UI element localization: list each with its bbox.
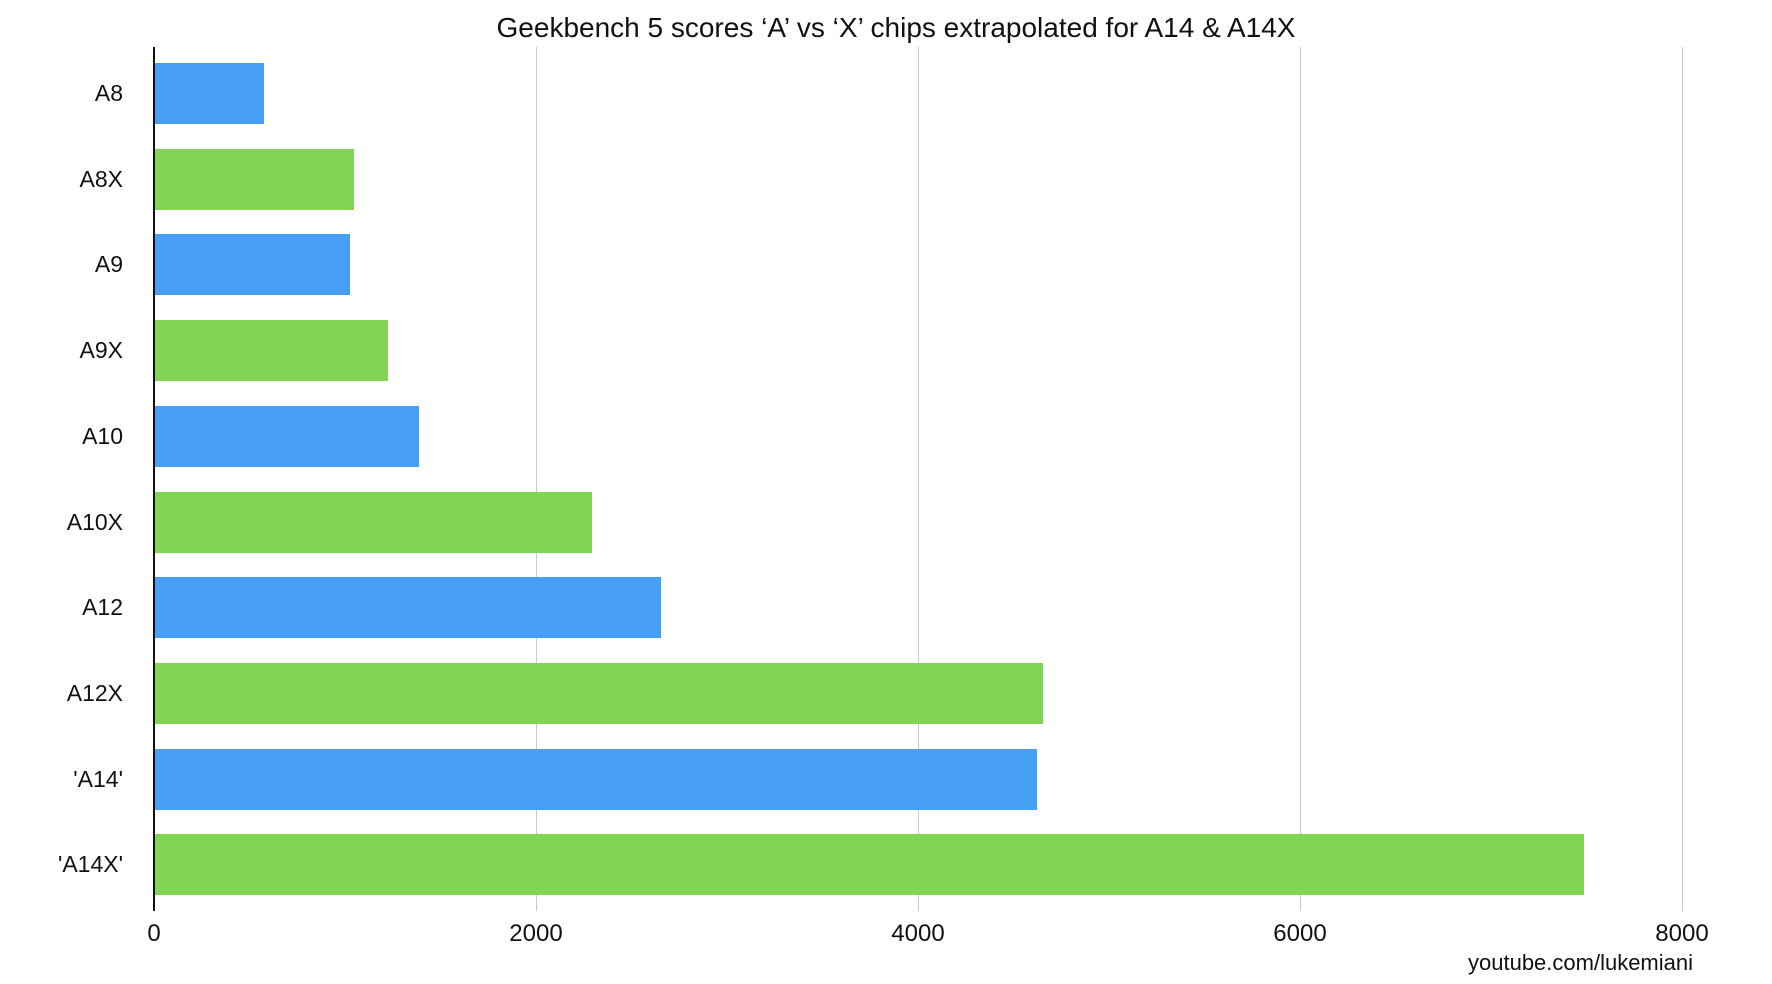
watermark: youtube.com/lukemiani (1468, 950, 1694, 975)
category-label: A9 (94, 251, 123, 278)
category-label: 'A14' (73, 765, 123, 792)
category-label: A8 (94, 80, 123, 106)
category-label: A12 (82, 594, 123, 621)
gridline-8000 (1682, 47, 1683, 911)
gridline-2000 (536, 47, 537, 911)
chart-title: Geekbench 5 scores ‘A’ vs ‘X’ chips extr… (496, 12, 1296, 43)
x-tick-label: 2000 (509, 920, 563, 947)
bar-a12 (155, 577, 662, 639)
x-tick-label: 6000 (1273, 920, 1327, 947)
gridline-4000 (918, 47, 919, 911)
x-tick-label: 0 (147, 920, 161, 947)
category-label: A9X (79, 337, 123, 364)
bar-a9x (155, 320, 389, 382)
bar-a14x (155, 834, 1584, 896)
plot-area (153, 47, 1683, 911)
category-label: A8X (79, 165, 123, 192)
category-label: A10 (82, 422, 123, 449)
category-label: 'A14X' (57, 851, 123, 878)
bar-a10 (155, 405, 419, 467)
gridline-6000 (1300, 47, 1301, 911)
bar-a12x (155, 662, 1044, 724)
x-tick-label: 8000 (1655, 920, 1709, 947)
bar-a10x (155, 491, 593, 553)
bar-a8x (155, 148, 354, 210)
category-label: A12X (66, 679, 123, 706)
x-tick-label: 4000 (891, 920, 945, 947)
bar-a8 (155, 63, 264, 124)
bar-a9 (155, 234, 350, 296)
bar-a14 (155, 748, 1038, 810)
category-label: A10X (66, 508, 123, 535)
y-axis-line (153, 47, 155, 911)
